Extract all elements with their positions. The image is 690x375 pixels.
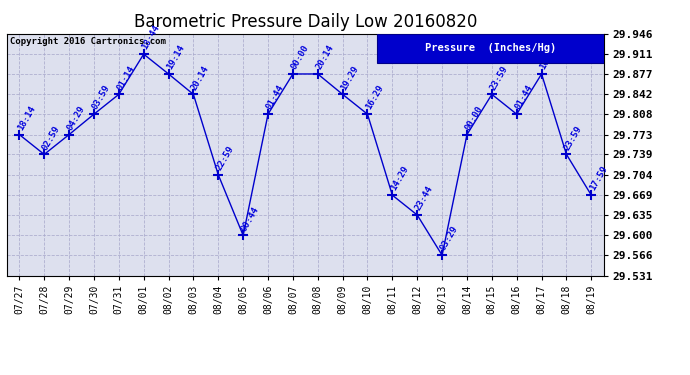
Text: 00:00: 00:00: [464, 104, 484, 132]
Text: 16:29: 16:29: [538, 44, 559, 71]
Text: 16:29: 16:29: [364, 84, 385, 111]
Text: 00:44: 00:44: [239, 205, 261, 232]
Text: 03:29: 03:29: [438, 225, 460, 252]
Text: Copyright 2016 Cartronics.com: Copyright 2016 Cartronics.com: [10, 38, 166, 46]
Text: 22:59: 22:59: [215, 144, 236, 172]
Text: 02:59: 02:59: [41, 124, 62, 152]
Title: Barometric Pressure Daily Low 20160820: Barometric Pressure Daily Low 20160820: [134, 13, 477, 31]
Text: 19:14: 19:14: [165, 44, 186, 71]
Text: 20:14: 20:14: [314, 44, 335, 71]
Text: 23:59: 23:59: [489, 64, 509, 92]
Text: 01:14: 01:14: [115, 64, 137, 92]
Text: 14:29: 14:29: [388, 165, 410, 192]
FancyBboxPatch shape: [377, 34, 604, 63]
Text: 00:00: 00:00: [289, 44, 311, 71]
Text: 17:59: 17:59: [588, 165, 609, 192]
Text: 04:29: 04:29: [66, 104, 87, 132]
Text: 18:44: 18:44: [140, 24, 161, 51]
Text: Pressure  (Inches/Hg): Pressure (Inches/Hg): [425, 43, 556, 53]
Text: 01:44: 01:44: [264, 84, 286, 111]
Text: 20:14: 20:14: [190, 64, 211, 92]
Text: 19:29: 19:29: [339, 64, 360, 92]
Text: 03:59: 03:59: [90, 84, 112, 111]
Text: 01:44: 01:44: [513, 84, 534, 111]
Text: 23:59: 23:59: [563, 124, 584, 152]
Text: 23:44: 23:44: [413, 184, 435, 212]
Text: 18:14: 18:14: [16, 104, 37, 132]
